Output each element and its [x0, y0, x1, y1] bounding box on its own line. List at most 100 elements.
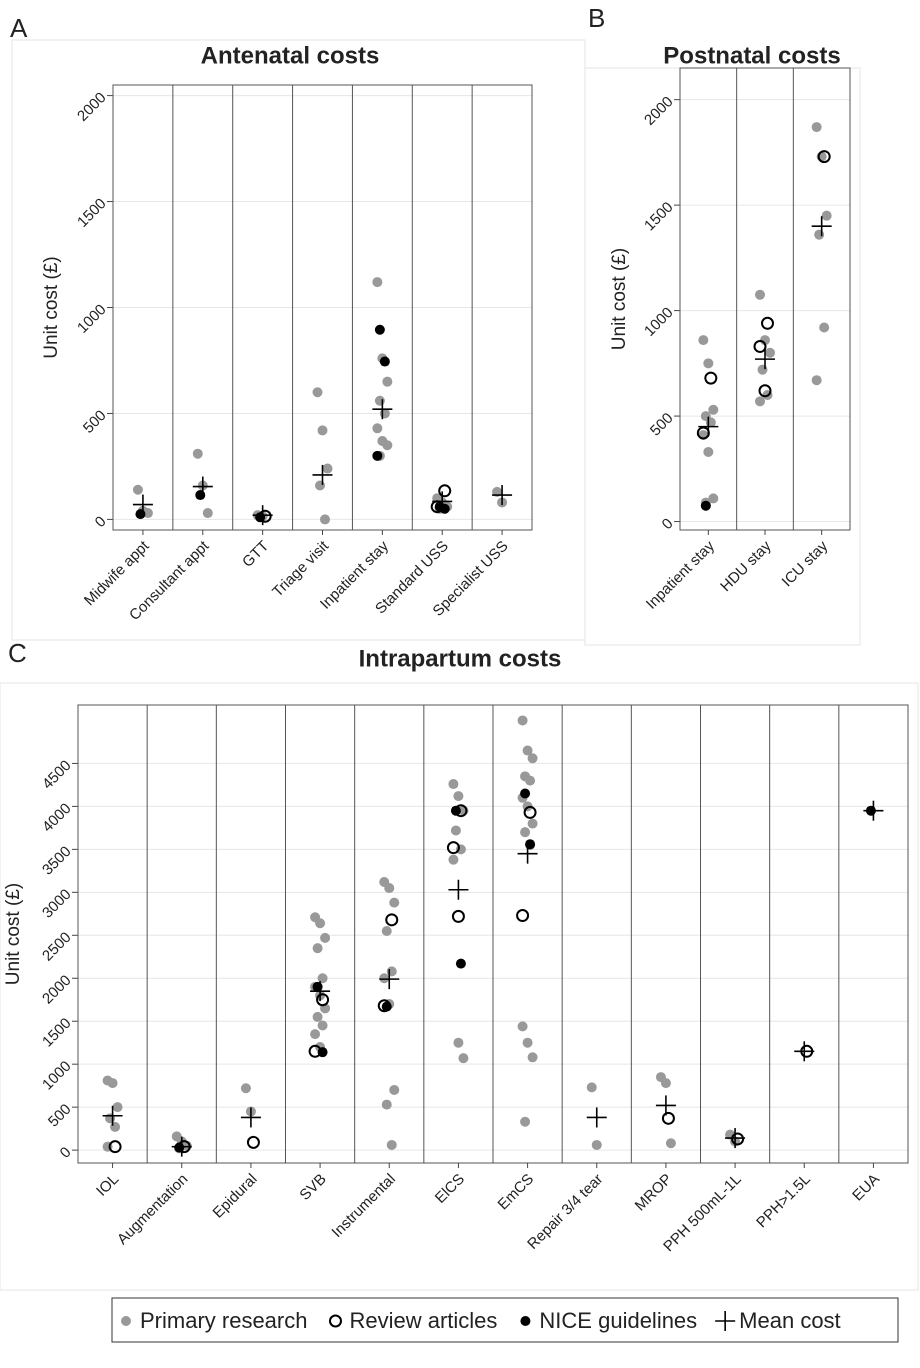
y-tick-label: 1000	[74, 301, 110, 337]
mean-marker	[811, 216, 832, 237]
mean-marker	[863, 800, 884, 821]
mean-marker	[312, 464, 333, 485]
y-tick-label: 500	[45, 1101, 75, 1131]
dot-point	[174, 1142, 185, 1153]
dot-point	[757, 364, 768, 375]
dot-point	[372, 450, 383, 461]
y-tick-label: 4000	[39, 800, 75, 836]
dot-point	[317, 1047, 328, 1058]
mean-marker	[240, 1107, 261, 1128]
mean-marker	[715, 1311, 736, 1331]
ring-point	[385, 913, 399, 927]
dot-point	[527, 753, 538, 764]
dot-point	[811, 375, 822, 386]
dot-point	[110, 1121, 121, 1132]
mean-marker	[372, 399, 393, 420]
ring-point	[246, 1135, 260, 1149]
ring-point	[758, 384, 772, 398]
dot-point	[384, 883, 395, 894]
panel-letter: B	[588, 3, 605, 33]
dot-point	[372, 277, 383, 288]
dot-point	[312, 943, 323, 954]
ring-point	[438, 484, 452, 498]
mean-marker	[755, 349, 775, 370]
y-tick-label: 1500	[39, 1015, 75, 1051]
dot-point	[458, 1053, 469, 1064]
dot-point	[821, 210, 832, 221]
dot-point	[322, 463, 333, 474]
dot-point	[310, 1029, 321, 1040]
x-tick-label: Instrumental	[328, 1171, 398, 1241]
ring-point	[661, 1111, 675, 1125]
plot-border	[679, 67, 851, 531]
dot-point	[819, 322, 830, 333]
dot-point	[453, 791, 464, 802]
dot-point	[755, 289, 765, 300]
legend-frame	[111, 1297, 899, 1343]
dot-point	[317, 425, 328, 436]
legend-item: Mean cost	[715, 1308, 841, 1333]
mean-marker	[102, 1105, 123, 1126]
y-tick-label: 2000	[39, 972, 75, 1008]
dot-point	[455, 844, 466, 855]
dot-point	[379, 356, 390, 367]
dot-point	[107, 1078, 118, 1089]
mean-marker	[448, 879, 469, 900]
y-tick-label: 500	[80, 407, 110, 437]
dot-point	[121, 1316, 131, 1326]
y-tick-label: 0	[57, 1144, 75, 1162]
mean-marker	[379, 969, 400, 990]
dot-point	[315, 918, 326, 929]
y-tick-label: 1000	[641, 304, 677, 340]
dot-point	[312, 1011, 323, 1022]
dot-point	[455, 958, 466, 969]
x-tick-label: Epidural	[210, 1171, 261, 1222]
dot-point	[586, 1082, 597, 1093]
dot-point	[374, 324, 385, 335]
dot-point	[450, 825, 461, 836]
legend-label: Primary research	[140, 1308, 307, 1333]
y-tick-label: 0	[92, 513, 110, 531]
dot-point	[703, 358, 714, 369]
y-tick-label: 3000	[39, 886, 75, 922]
legend-label: Mean cost	[739, 1308, 841, 1333]
panel: A Antenatal costs 0 500 1000 1500 2000 Unit cos…	[10, 13, 586, 641]
dot-point	[660, 1078, 671, 1089]
dot-point	[698, 335, 709, 346]
dot-point	[591, 1139, 602, 1150]
dot-point	[665, 1138, 676, 1149]
dot-point	[527, 1052, 538, 1063]
legend: Primary research Review articles NICE guid…	[111, 1297, 899, 1343]
dot-point	[755, 396, 765, 407]
dot-point	[520, 1116, 531, 1127]
y-tick-label: 1500	[641, 199, 677, 235]
x-tick-label: Triage visit	[269, 537, 332, 600]
y-tick-label: 4500	[39, 757, 75, 793]
ring-point	[753, 339, 767, 353]
mean-marker	[517, 843, 538, 864]
legend-item: Review articles	[328, 1308, 497, 1333]
legend-item: Primary research	[121, 1308, 307, 1333]
x-tick-label: Inpatient stay	[643, 537, 718, 612]
dot-point	[382, 440, 393, 451]
mean-marker	[725, 1128, 746, 1149]
dot-point	[142, 508, 153, 519]
dot-point	[389, 897, 400, 908]
panel-letter: A	[10, 13, 28, 43]
ring-point	[761, 316, 774, 330]
x-tick-label: EUA	[849, 1171, 883, 1205]
chart-title: Antenatal costs	[201, 42, 380, 69]
legend-item: NICE guidelines	[520, 1308, 697, 1333]
dot-point	[527, 818, 538, 829]
dot-point	[814, 229, 825, 240]
dot-point	[708, 493, 719, 504]
x-tick-label: PPH>1.5L	[753, 1171, 814, 1232]
ring-point	[108, 1140, 122, 1154]
y-tick-label: 2000	[74, 89, 110, 125]
ring-point	[516, 909, 530, 923]
y-axis-label: Unit cost (£)	[41, 256, 62, 358]
dot-point	[453, 1037, 464, 1048]
y-axis-label: Unit cost (£)	[3, 883, 24, 985]
ring-point	[316, 993, 330, 1007]
